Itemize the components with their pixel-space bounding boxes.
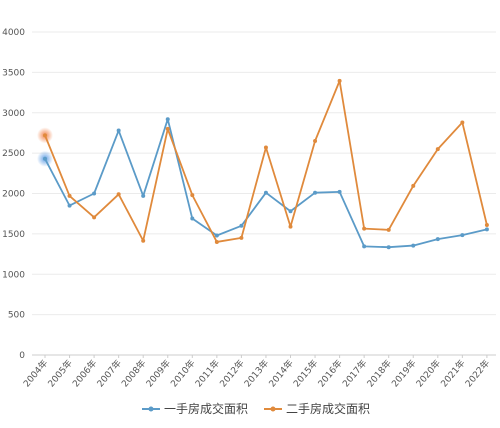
data-point[interactable]	[92, 191, 97, 196]
x-tick-label: 2021年	[438, 357, 468, 389]
series-line	[44, 118, 488, 249]
data-point[interactable]	[214, 239, 219, 244]
series-line	[44, 79, 488, 243]
legend-marker-icon	[148, 406, 154, 412]
data-point[interactable]	[362, 226, 367, 231]
y-axis: 0 500 1000 1500 2000 2500 3000 3500 4000	[2, 28, 25, 361]
series-2	[37, 78, 489, 244]
data-point[interactable]	[141, 193, 146, 198]
data-point[interactable]	[313, 190, 318, 195]
x-tick-label: 2015年	[291, 357, 321, 389]
x-tick-label: 2018年	[364, 357, 394, 389]
x-tick-label: 2010年	[168, 357, 198, 389]
legend-item-1[interactable]: 一手房成交面积	[142, 401, 248, 416]
x-tick-label: 2009年	[143, 357, 173, 389]
y-tick-label: 2000	[2, 190, 25, 200]
y-tick-label: 3000	[2, 109, 25, 119]
legend-marker-icon	[270, 406, 276, 412]
grid-lines	[32, 31, 496, 356]
data-point[interactable]	[435, 237, 440, 242]
data-point[interactable]	[190, 216, 195, 221]
x-tick-label: 2022年	[462, 357, 492, 389]
legend[interactable]: 一手房成交面积 二手房成交面积	[142, 401, 370, 416]
data-point[interactable]	[92, 215, 97, 220]
x-tick-label: 2013年	[242, 357, 272, 389]
x-tick-label: 2019年	[389, 357, 419, 389]
x-tick-label: 2006年	[70, 357, 100, 389]
x-tick-label: 2005年	[45, 357, 75, 389]
data-point[interactable]	[435, 147, 440, 152]
x-tick-label: 2014年	[266, 357, 296, 389]
data-point[interactable]	[67, 203, 72, 208]
data-point[interactable]	[263, 190, 268, 195]
y-tick-label: 2500	[2, 149, 25, 159]
data-point[interactable]	[484, 227, 489, 232]
x-tick-label: 2008年	[119, 357, 149, 389]
data-point[interactable]	[460, 120, 465, 125]
x-tick-label: 2017年	[340, 357, 370, 389]
data-point[interactable]	[165, 126, 170, 131]
data-point[interactable]	[67, 193, 72, 198]
data-point[interactable]	[288, 224, 293, 229]
series-layer	[37, 78, 489, 250]
data-point[interactable]	[288, 209, 293, 214]
data-point[interactable]	[337, 189, 342, 194]
legend-label: 一手房成交面积	[164, 401, 248, 416]
data-point[interactable]	[43, 133, 47, 138]
x-tick-label: 2020年	[413, 357, 443, 389]
y-tick-label: 500	[8, 311, 25, 321]
x-tick-label: 2011年	[192, 357, 222, 389]
data-point[interactable]	[43, 156, 47, 161]
data-point[interactable]	[411, 243, 416, 248]
data-point[interactable]	[190, 193, 195, 198]
data-point[interactable]	[116, 128, 121, 133]
legend-item-2[interactable]: 二手房成交面积	[264, 401, 370, 416]
data-point[interactable]	[460, 233, 465, 238]
y-tick-label: 4000	[2, 28, 25, 38]
data-point[interactable]	[263, 145, 268, 150]
x-tick-label: 2007年	[94, 357, 124, 389]
data-point[interactable]	[337, 78, 342, 83]
legend-label: 二手房成交面积	[286, 401, 370, 416]
y-tick-label: 1000	[2, 270, 25, 280]
data-point[interactable]	[214, 233, 219, 238]
x-axis: 2004年2005年2006年2007年2008年2009年2010年2011年…	[21, 355, 492, 389]
data-point[interactable]	[239, 235, 244, 240]
data-point[interactable]	[116, 192, 121, 197]
data-point[interactable]	[239, 223, 244, 228]
data-point[interactable]	[141, 238, 146, 243]
y-tick-label: 0	[19, 351, 25, 361]
x-tick-label: 2016年	[315, 357, 345, 389]
x-tick-label: 2004年	[21, 357, 51, 389]
data-point[interactable]	[386, 227, 391, 232]
data-point[interactable]	[386, 245, 391, 250]
data-point[interactable]	[484, 222, 489, 227]
series-1	[37, 117, 489, 250]
y-tick-label: 1500	[2, 230, 25, 240]
data-point[interactable]	[411, 183, 416, 188]
data-point[interactable]	[362, 244, 367, 249]
x-tick-label: 2012年	[217, 357, 247, 389]
data-point[interactable]	[313, 139, 318, 144]
data-point[interactable]	[165, 117, 170, 122]
y-tick-label: 3500	[2, 68, 25, 78]
